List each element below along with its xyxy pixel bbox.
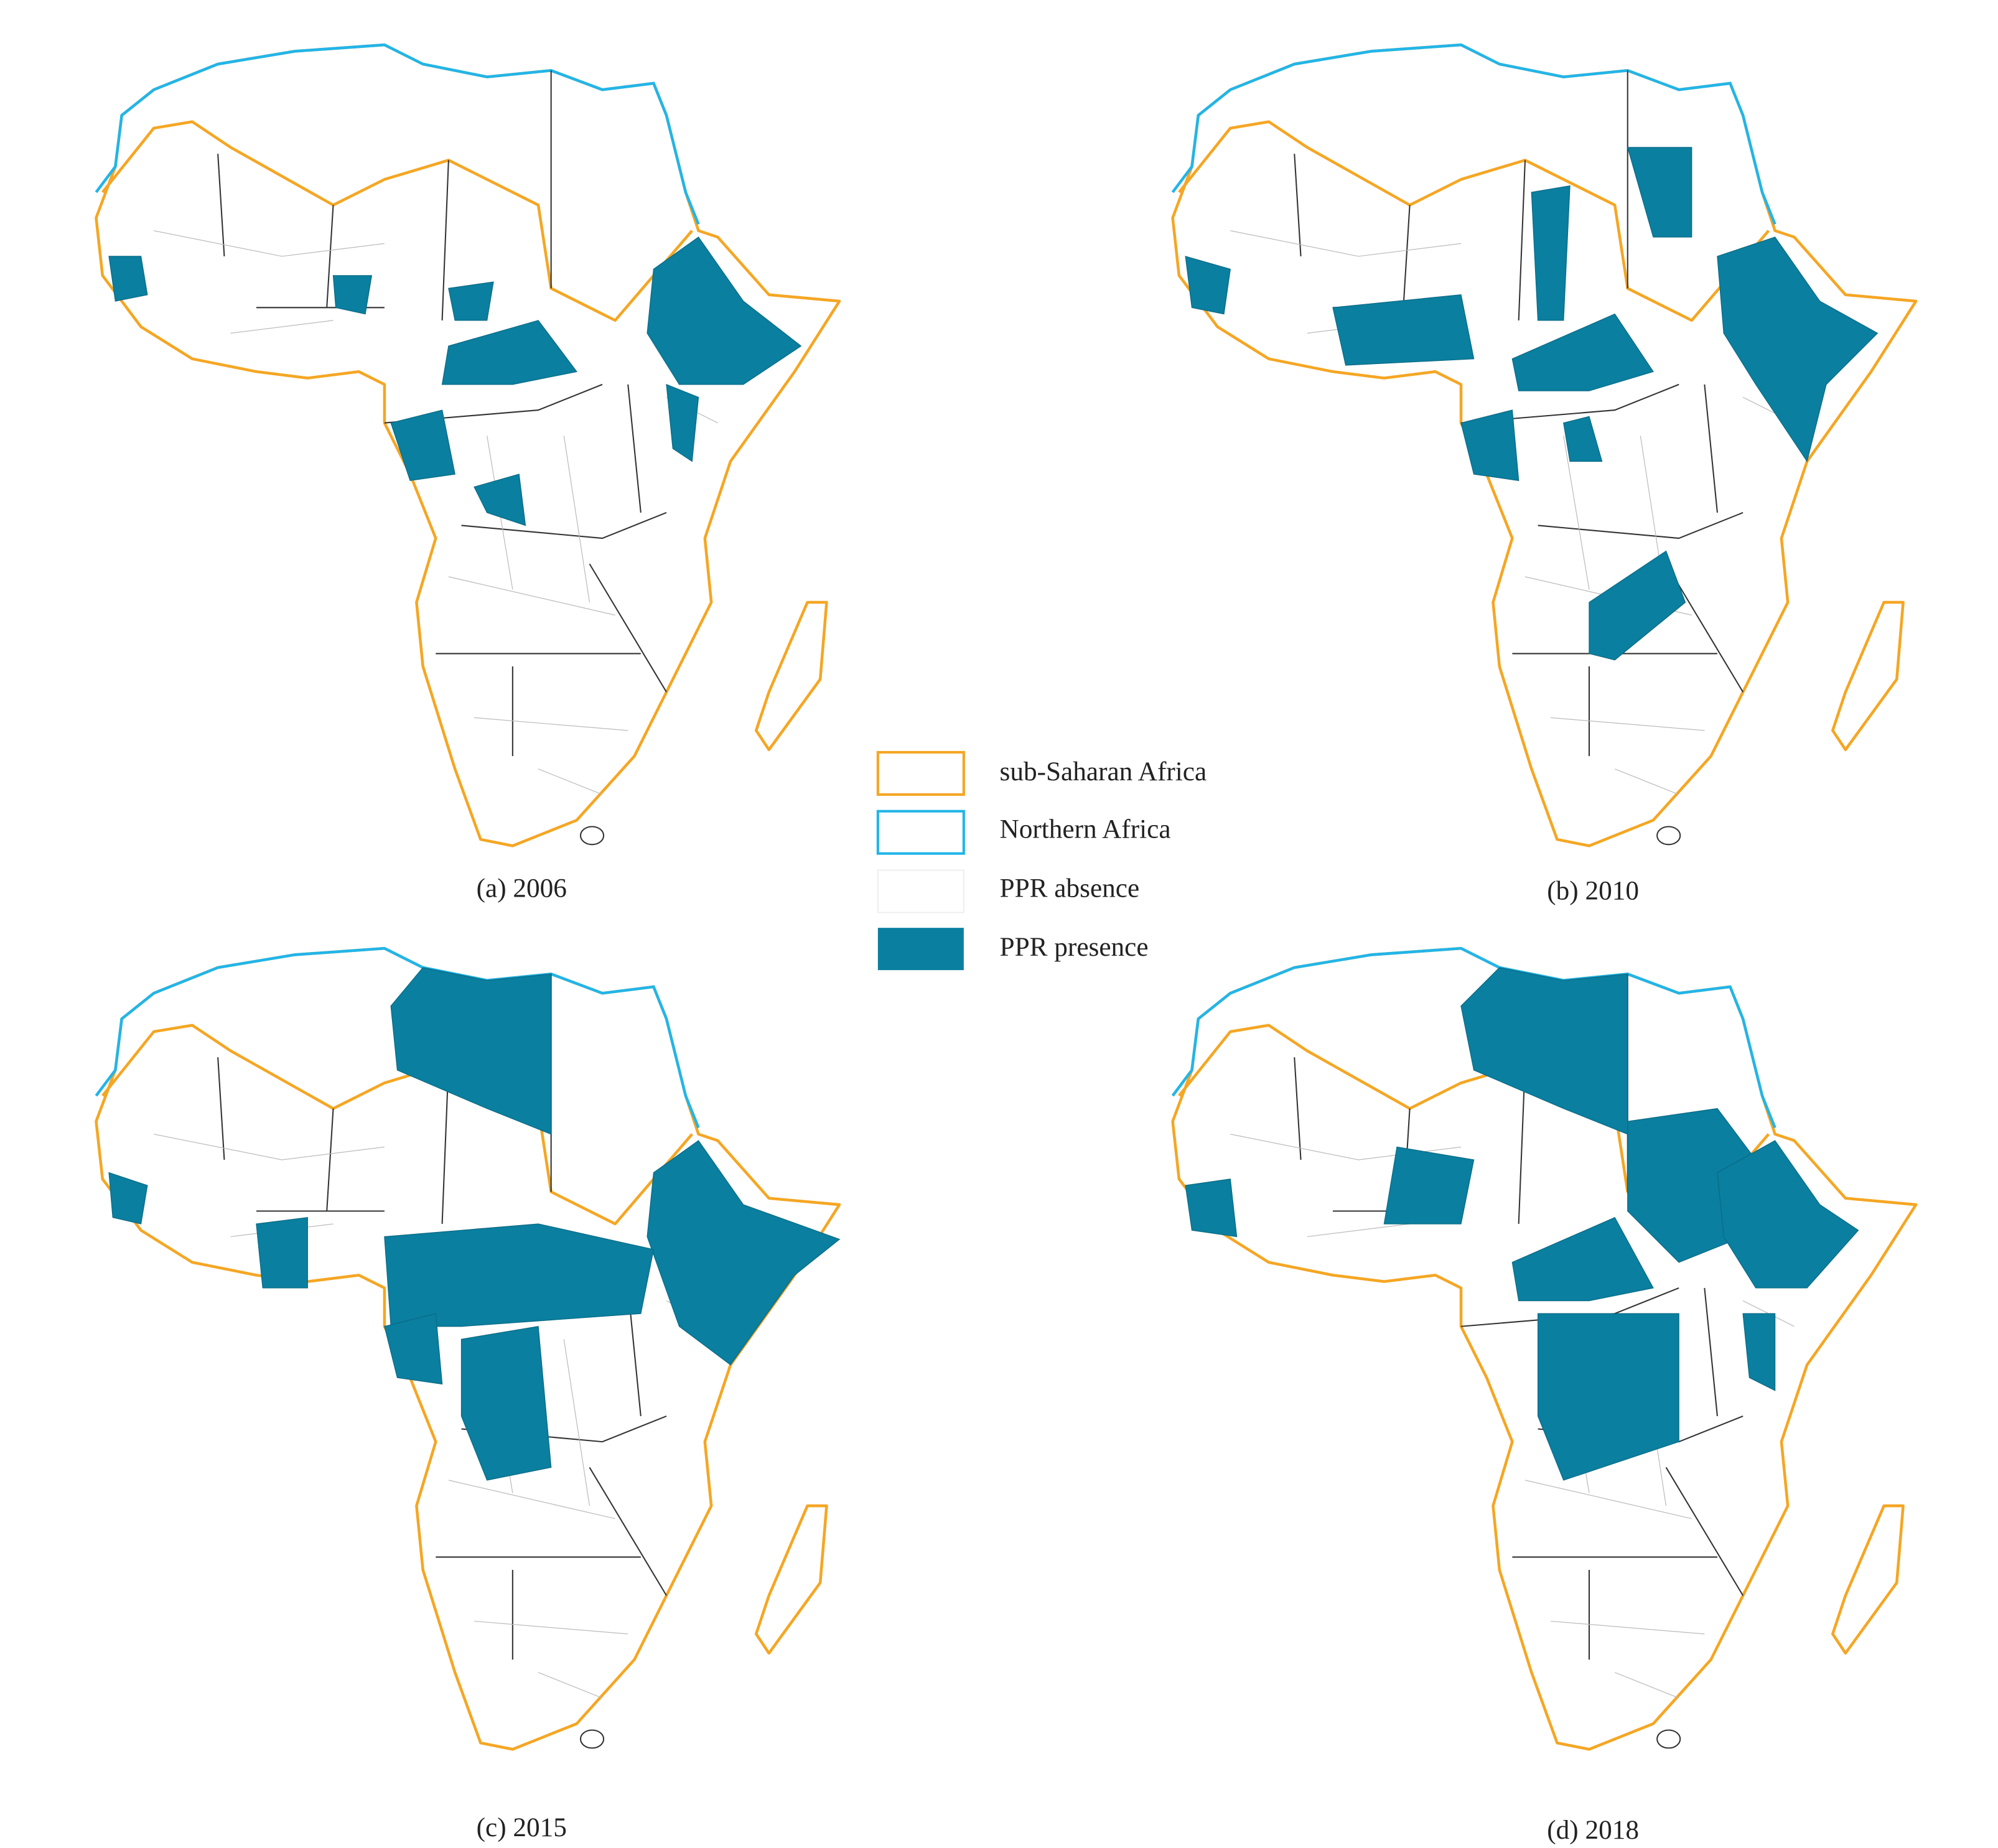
legend-swatch	[877, 869, 964, 913]
legend-swatch	[876, 810, 965, 855]
map-panel-b: (b) 2010	[1173, 45, 1916, 905]
map-panel-a: (a) 2006	[96, 45, 839, 903]
legend-label: PPR absence	[1000, 873, 1140, 903]
legend: sub-Saharan Africa Northern Africa PPR a…	[876, 750, 1207, 971]
legend-label: Northern Africa	[1000, 814, 1171, 844]
panel-caption: (a) 2006	[477, 873, 567, 903]
legend-label: sub-Saharan Africa	[1000, 757, 1207, 786]
legend-label: PPR presence	[1000, 932, 1149, 962]
map-panel-d: (d) 2018	[1173, 948, 1916, 1845]
panel-caption: (d) 2018	[1547, 1815, 1639, 1845]
panel-caption: (c) 2015	[477, 1813, 567, 1842]
legend-swatch	[877, 928, 964, 971]
map-panel-c: (c) 2015	[96, 948, 839, 1842]
panel-caption: (b) 2010	[1547, 875, 1639, 905]
legend-swatch	[876, 750, 965, 796]
